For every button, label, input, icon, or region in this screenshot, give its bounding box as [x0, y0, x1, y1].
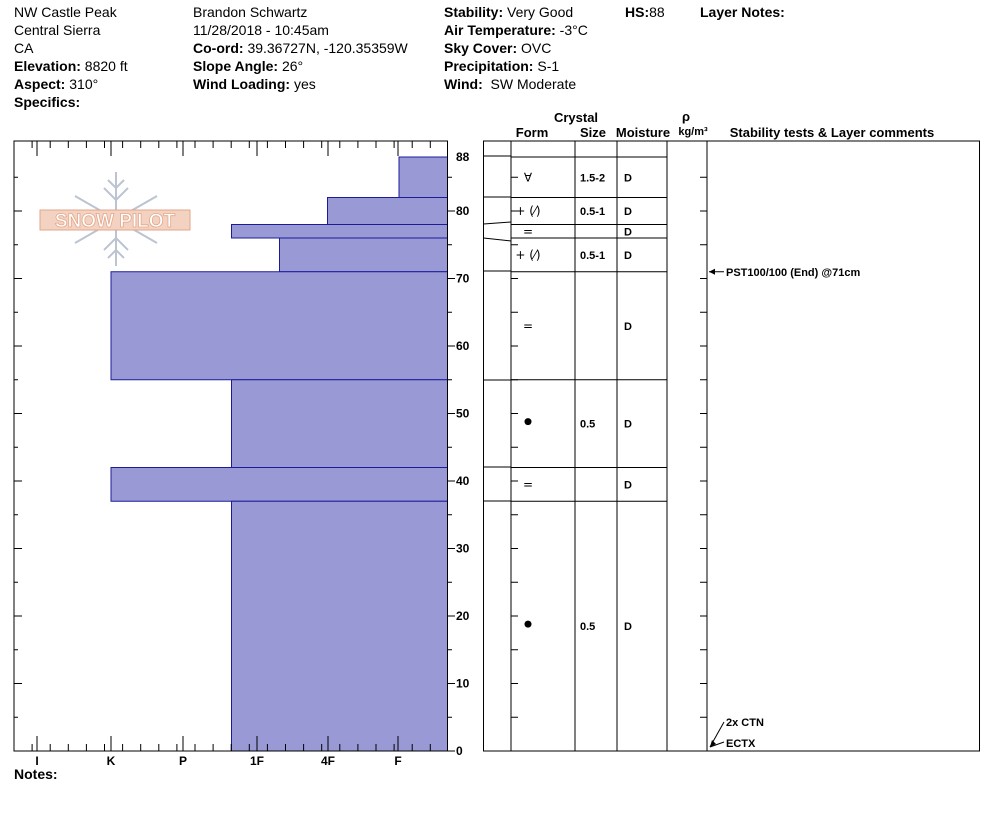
rho-header: ρ [682, 109, 690, 124]
crystal-header: Crystal [554, 110, 598, 125]
depth-label: 10 [456, 677, 470, 691]
depth-axis: 0 10 20 30 40 50 60 70 80 88 [14, 150, 470, 758]
hardness-bar [231, 500, 448, 752]
depth-label: 50 [456, 407, 470, 421]
depth-label: 70 [456, 272, 470, 286]
hardness-bar [110, 271, 448, 381]
hardness-label: 1F [250, 754, 264, 768]
header-col-3: Stability: Very Good Air Temperature: -3… [444, 3, 588, 93]
depth-label: 60 [456, 339, 470, 353]
stability-test-text: 2x CTN [726, 717, 764, 729]
connector-line [483, 221, 512, 225]
hardness-label: K [107, 754, 116, 768]
layer-size: 0.5-1 [580, 206, 605, 218]
hardness-bars [110, 156, 448, 752]
specifics: Specifics: [14, 94, 81, 110]
hardness-label: F [394, 754, 401, 768]
layer-form: = [523, 477, 533, 491]
layer-moisture: D [624, 250, 632, 262]
header-col-1: NW Castle Peak Central Sierra CA Elevati… [14, 3, 128, 111]
notes-label: Notes: [14, 766, 58, 782]
coordinates: Co-ord: 39.36727N, -120.35359W [193, 40, 408, 56]
layer-size: 1.5-2 [580, 172, 605, 184]
layer-moisture: D [624, 479, 632, 491]
header-col-2: Brandon Schwartz 11/28/2018 - 10:45am Co… [193, 3, 408, 93]
rounded-grains-icon [524, 418, 532, 426]
sky-cover: Sky Cover: OVC [444, 40, 552, 56]
observer-name: Brandon Schwartz [193, 4, 308, 20]
hardness-bar [398, 156, 448, 198]
stability-test-text: PST100/100 (End) @71cm [726, 267, 860, 279]
stability: Stability: Very Good [444, 4, 574, 20]
elevation: Elevation: 8820 ft [14, 58, 128, 74]
layer-moisture: D [624, 621, 632, 633]
layer-moisture: D [624, 419, 632, 431]
observation-datetime: 11/28/2018 - 10:45am [193, 22, 329, 38]
arrow-icon [710, 740, 716, 747]
depth-label: 40 [456, 474, 470, 488]
depth-label: 80 [456, 204, 470, 218]
wind: Wind: SW Moderate [444, 76, 577, 92]
hardness-bar [231, 224, 448, 239]
column-headers: Crystal Form Size Moisture ρ kg/m³ Stability t… [516, 109, 934, 140]
depth-label: 88 [456, 150, 470, 164]
hardness-label: 4F [321, 754, 335, 768]
layer-notes: Layer Notes: [700, 4, 785, 20]
layer-moisture: D [624, 226, 632, 238]
comments-header: Stability tests & Layer comments [730, 125, 934, 140]
layer-rows: ∀ 1.5-2 D + (⁄) 0.5-1 D = D + (⁄) 0.5-1 D = D 0.5 D = D 0… [515, 170, 632, 633]
layer-moisture: D [624, 172, 632, 184]
hardness-bar [231, 379, 448, 468]
stability-tests: PST100/100 (End) @71cm 2x CTN ECTX [709, 267, 860, 750]
aspect: Aspect: 310° [14, 76, 99, 92]
layer-form: = [523, 224, 533, 238]
arrow-icon [709, 268, 715, 275]
snowpilot-logo: SNOW PILOT [39, 172, 191, 266]
hardness-bar [279, 237, 448, 273]
connector-line [483, 237, 512, 242]
density-unit-header: kg/m³ [678, 126, 708, 138]
depth-label: 20 [456, 609, 470, 623]
layer-form: + (⁄) [515, 204, 540, 218]
snow-height: HS:88 [625, 4, 665, 20]
air-temperature: Air Temperature: -3°C [444, 22, 588, 38]
layer-form: + (⁄) [515, 248, 540, 262]
rounded-grains-icon [524, 620, 532, 628]
hardness-label: P [179, 754, 187, 768]
hardness-bar [110, 467, 448, 502]
hardness-ticks: I K P 1F 4F F [13, 141, 431, 768]
layer-grid [483, 141, 708, 752]
mountain-range: Central Sierra [14, 22, 101, 38]
layer-form: ∀ [524, 170, 533, 184]
layer-size: 0.5 [580, 621, 595, 633]
layers-frame [483, 140, 980, 752]
stability-test-text: ECTX [726, 738, 756, 750]
layer-size: 0.5 [580, 419, 595, 431]
slope-angle: Slope Angle: 26° [193, 58, 304, 74]
location-name: NW Castle Peak [14, 4, 117, 20]
test-leader [709, 741, 725, 748]
size-header: Size [580, 125, 606, 140]
layer-moisture: D [624, 206, 632, 218]
hardness-bar [327, 197, 448, 225]
depth-label: 30 [456, 542, 470, 556]
wind-loading: Wind Loading: yes [193, 76, 316, 92]
state: CA [14, 40, 34, 56]
form-header: Form [516, 125, 549, 140]
logo-text: SNOW PILOT [55, 211, 176, 232]
layer-size: 0.5-1 [580, 250, 605, 262]
layer-form: = [523, 319, 533, 333]
hardness-label: I [35, 754, 38, 768]
moisture-header: Moisture [616, 125, 670, 140]
depth-label: 0 [456, 744, 463, 758]
layer-moisture: D [624, 321, 632, 333]
precipitation: Precipitation: S-1 [444, 58, 560, 74]
